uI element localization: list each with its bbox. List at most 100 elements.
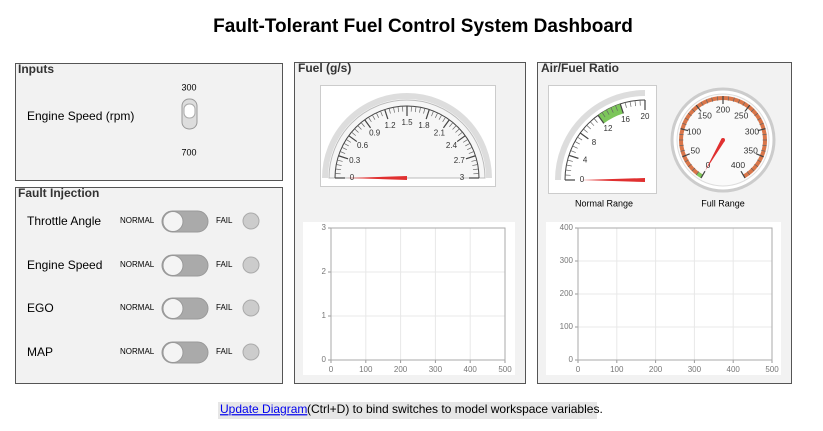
gauge-tick <box>442 119 450 129</box>
y-tick-label: 0 <box>322 355 327 364</box>
normal-label: NORMAL <box>120 216 155 225</box>
y-tick-label: 0 <box>569 355 574 364</box>
gauge-rim <box>322 93 492 179</box>
gauge-arc <box>564 99 646 181</box>
gauge-tick-label: 100 <box>687 126 701 136</box>
gauge-tick <box>682 153 690 158</box>
gauge-tick <box>619 103 624 114</box>
gauge-needle <box>347 176 407 180</box>
gauge-minor-tick <box>471 159 477 162</box>
toggle-knob <box>162 298 184 319</box>
gauge-tick-label: 4 <box>583 156 588 165</box>
gauge-tick-label: 2.7 <box>454 156 466 165</box>
gauge-minor-tick <box>465 143 471 147</box>
gauge-minor-tick <box>757 159 762 163</box>
gauge-minor-tick <box>468 151 475 154</box>
x-tick-label: 500 <box>498 365 512 374</box>
gauge-minor-tick <box>423 108 426 114</box>
gauge-tick-label: 0 <box>580 175 585 184</box>
gauge-minor-tick <box>682 122 687 126</box>
footer-text: (Ctrl+D) to bind switches to model works… <box>307 402 603 416</box>
gauge-tick <box>757 128 766 132</box>
gauge-label: Normal Range <box>575 198 633 208</box>
fault-label: MAP <box>27 345 53 359</box>
gauge-minor-tick <box>757 117 762 121</box>
gauge-minor-tick <box>431 110 434 117</box>
gauge-minor-tick <box>700 101 704 106</box>
fault-label: Engine Speed <box>27 258 102 272</box>
gauge-minor-tick <box>458 131 463 136</box>
gauge-needle <box>705 139 725 172</box>
gauge-minor-tick <box>339 151 346 154</box>
gauge-tick-label: 150 <box>698 110 712 120</box>
switch-label: 300 <box>181 82 196 92</box>
gauge-minor-tick <box>629 101 632 107</box>
gauge-minor-tick <box>577 136 583 141</box>
gauge-tick-label: 0.6 <box>357 141 369 150</box>
gauge-minor-tick <box>574 141 580 145</box>
gauge-minor-tick <box>737 99 741 104</box>
gauge-minor-tick <box>762 144 767 147</box>
update-link[interactable]: Update Diagram <box>220 402 307 416</box>
gauge-minor-tick <box>341 147 347 151</box>
gauge-minor-tick <box>691 167 696 172</box>
x-tick-label: 300 <box>688 365 702 374</box>
gauge-minor-tick <box>438 114 442 120</box>
x-tick-label: 500 <box>765 365 779 374</box>
gauge-minor-tick <box>452 125 457 130</box>
switch-label: 700 <box>181 147 196 157</box>
page-title: Fault-Tolerant Fuel Control System Dashb… <box>213 16 633 37</box>
y-tick-label: 200 <box>560 289 574 298</box>
x-tick-label: 100 <box>359 365 373 374</box>
gauge-minor-tick <box>354 128 359 133</box>
rocker-switch[interactable] <box>181 98 198 130</box>
toggle-knob <box>162 342 184 363</box>
gauge-minor-tick <box>606 109 610 115</box>
gauge-tick <box>695 104 702 112</box>
panel-title: Fault Injection <box>18 186 99 200</box>
gauge-minor-tick <box>583 128 588 133</box>
gauge-tick-label: 1.2 <box>384 121 396 130</box>
gauge-minor-tick <box>472 168 479 171</box>
gauge-minor-tick <box>754 163 759 168</box>
gauge-minor-tick <box>393 107 395 113</box>
gauge-minor-tick <box>634 100 637 107</box>
panel-title: Inputs <box>18 62 54 76</box>
gauge-minor-tick <box>414 106 417 113</box>
gauge-minor-tick <box>336 164 342 166</box>
gauge-minor-tick <box>684 159 689 163</box>
gauge-minor-tick <box>572 145 578 149</box>
gauge-minor-tick <box>337 159 343 162</box>
gauge-minor-tick <box>567 159 573 162</box>
gauge-minor-tick <box>346 139 352 143</box>
gauge-tick-label: 1.8 <box>418 121 430 130</box>
gauge-minor-tick <box>687 163 692 168</box>
gauge-tick-label: 2.1 <box>434 129 446 138</box>
gauge-minor-tick <box>687 112 692 117</box>
gauge-minor-tick <box>566 164 572 167</box>
fault-label: EGO <box>27 301 54 315</box>
normal-label: NORMAL <box>120 347 155 356</box>
gauge-minor-tick <box>380 110 383 117</box>
plot-frame <box>577 227 773 361</box>
panel-title: Air/Fuel Ratio <box>541 61 619 75</box>
gauge-tick <box>744 104 751 112</box>
x-tick-label: 400 <box>464 365 478 374</box>
y-tick-label: 300 <box>560 256 574 265</box>
gauge-hub <box>721 138 725 142</box>
gauge-tick-label: 0.3 <box>349 156 361 165</box>
fault-label: Throttle Angle <box>27 214 101 228</box>
gauge-minor-tick <box>684 117 689 121</box>
gauge-rim <box>555 90 646 181</box>
x-tick-label: 200 <box>394 365 408 374</box>
gauge-minor-tick <box>762 133 767 136</box>
gauge-tick-label: 2.4 <box>446 141 458 150</box>
fail-label: FAIL <box>216 303 233 312</box>
footer-bg <box>218 402 597 419</box>
gauge-band-low <box>696 171 704 179</box>
gauge-minor-tick <box>695 171 700 176</box>
gauge-minor-tick <box>388 108 391 114</box>
gauge-minor-tick <box>351 131 356 136</box>
gauge-minor-tick <box>335 168 342 171</box>
